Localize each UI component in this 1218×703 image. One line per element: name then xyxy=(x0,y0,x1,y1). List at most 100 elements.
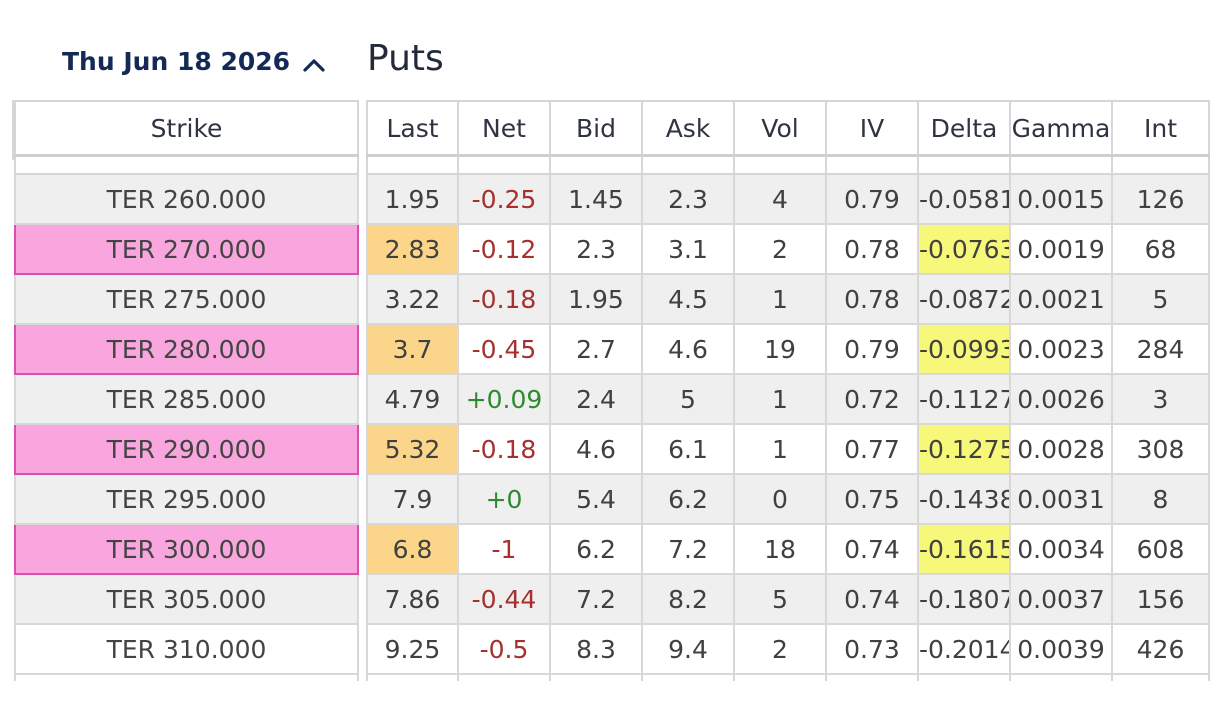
strike-column-header[interactable]: Strike xyxy=(14,100,359,157)
bid-cell[interactable]: 8.3 xyxy=(549,623,643,675)
int-cell[interactable]: 308 xyxy=(1111,423,1210,475)
strike-row[interactable]: TER 295.000 xyxy=(14,473,359,525)
net-cell[interactable]: -0.5 xyxy=(457,623,551,675)
strike-row[interactable]: TER 310.000 xyxy=(14,623,359,675)
strike-row[interactable]: TER 280.000 xyxy=(14,323,359,375)
net-cell[interactable]: -0.44 xyxy=(457,573,551,625)
gamma-cell[interactable]: 0.0034 xyxy=(1009,523,1113,575)
iv-cell[interactable]: 0.72 xyxy=(825,373,919,425)
strike-row[interactable]: TER 285.000 xyxy=(14,373,359,425)
gamma-cell[interactable]: 0.0039 xyxy=(1009,623,1113,675)
strike-cell[interactable]: TER 305.000 xyxy=(14,573,359,625)
vol-cell[interactable]: 4 xyxy=(733,173,827,225)
iv-cell[interactable]: 0.74 xyxy=(825,573,919,625)
last-cell[interactable]: 3.22 xyxy=(366,273,459,325)
vol-cell[interactable]: 2 xyxy=(733,623,827,675)
vol-cell[interactable]: 1 xyxy=(733,273,827,325)
column-header-delta[interactable]: Delta xyxy=(917,100,1011,157)
strike-cell[interactable]: TER 310.000 xyxy=(14,623,359,675)
delta-cell[interactable]: -0.2014 xyxy=(917,623,1011,675)
ask-cell[interactable]: 6.1 xyxy=(641,423,735,475)
ask-cell[interactable]: 3.1 xyxy=(641,223,735,275)
ask-cell[interactable]: 4.5 xyxy=(641,273,735,325)
gamma-cell[interactable]: 0.0026 xyxy=(1009,373,1113,425)
option-row[interactable]: 1.95 -0.25 1.45 2.3 4 0.79 -0.0581 0.0015 126 xyxy=(366,173,1210,225)
strike-cell[interactable]: TER 285.000 xyxy=(14,373,359,425)
vol-cell[interactable]: 18 xyxy=(733,523,827,575)
delta-cell[interactable]: -0.1127 xyxy=(917,373,1011,425)
column-header-last[interactable]: Last xyxy=(366,100,459,157)
net-cell[interactable]: -1 xyxy=(457,523,551,575)
strike-row[interactable]: TER 300.000 xyxy=(14,523,359,575)
int-cell[interactable]: 126 xyxy=(1111,173,1210,225)
gamma-cell[interactable]: 0.0019 xyxy=(1009,223,1113,275)
gamma-cell[interactable]: 0.0023 xyxy=(1009,323,1113,375)
last-cell[interactable]: 7.86 xyxy=(366,573,459,625)
ask-cell[interactable]: 5 xyxy=(641,373,735,425)
last-cell[interactable]: 3.7 xyxy=(366,323,459,375)
bid-cell[interactable]: 2.3 xyxy=(549,223,643,275)
strike-cell[interactable]: TER 280.000 xyxy=(14,323,359,375)
chevron-up-icon[interactable] xyxy=(302,50,326,79)
net-cell[interactable]: -0.18 xyxy=(457,273,551,325)
ask-cell[interactable]: 7.2 xyxy=(641,523,735,575)
iv-cell[interactable]: 0.79 xyxy=(825,173,919,225)
gamma-cell[interactable]: 0.0015 xyxy=(1009,173,1113,225)
bid-cell[interactable]: 2.4 xyxy=(549,373,643,425)
strike-cell[interactable]: TER 290.000 xyxy=(14,423,359,475)
bid-cell[interactable]: 4.6 xyxy=(549,423,643,475)
strike-row[interactable]: TER 290.000 xyxy=(14,423,359,475)
strike-cell[interactable]: TER 275.000 xyxy=(14,273,359,325)
column-header-ask[interactable]: Ask xyxy=(641,100,735,157)
last-cell[interactable]: 6.8 xyxy=(366,523,459,575)
iv-cell[interactable]: 0.74 xyxy=(825,523,919,575)
bid-cell[interactable]: 7.2 xyxy=(549,573,643,625)
delta-cell[interactable]: -0.0581 xyxy=(917,173,1011,225)
bid-cell[interactable]: 1.45 xyxy=(549,173,643,225)
net-cell[interactable]: -0.45 xyxy=(457,323,551,375)
last-cell[interactable]: 7.9 xyxy=(366,473,459,525)
net-cell[interactable]: -0.12 xyxy=(457,223,551,275)
ask-cell[interactable]: 2.3 xyxy=(641,173,735,225)
column-header-bid[interactable]: Bid xyxy=(549,100,643,157)
int-cell[interactable]: 5 xyxy=(1111,273,1210,325)
strike-row[interactable]: TER 305.000 xyxy=(14,573,359,625)
int-cell[interactable]: 68 xyxy=(1111,223,1210,275)
net-cell[interactable]: -0.18 xyxy=(457,423,551,475)
gamma-cell[interactable]: 0.0021 xyxy=(1009,273,1113,325)
delta-cell[interactable]: -0.0763 xyxy=(917,223,1011,275)
delta-cell[interactable]: -0.1438 xyxy=(917,473,1011,525)
delta-cell[interactable]: -0.0993 xyxy=(917,323,1011,375)
delta-cell[interactable]: -0.1807 xyxy=(917,573,1011,625)
iv-cell[interactable]: 0.73 xyxy=(825,623,919,675)
vol-cell[interactable]: 1 xyxy=(733,373,827,425)
int-cell[interactable]: 284 xyxy=(1111,323,1210,375)
vol-cell[interactable]: 5 xyxy=(733,573,827,625)
iv-cell[interactable]: 0.78 xyxy=(825,273,919,325)
ask-cell[interactable]: 6.2 xyxy=(641,473,735,525)
delta-cell[interactable]: -0.1615 xyxy=(917,523,1011,575)
int-cell[interactable]: 3 xyxy=(1111,373,1210,425)
delta-cell[interactable]: -0.1275 xyxy=(917,423,1011,475)
strike-cell[interactable]: TER 260.000 xyxy=(14,173,359,225)
vol-cell[interactable]: 0 xyxy=(733,473,827,525)
gamma-cell[interactable]: 0.0028 xyxy=(1009,423,1113,475)
iv-cell[interactable]: 0.78 xyxy=(825,223,919,275)
column-header-iv[interactable]: IV xyxy=(825,100,919,157)
strike-cell[interactable]: TER 270.000 xyxy=(14,223,359,275)
net-cell[interactable]: +0 xyxy=(457,473,551,525)
iv-cell[interactable]: 0.79 xyxy=(825,323,919,375)
last-cell[interactable]: 1.95 xyxy=(366,173,459,225)
iv-cell[interactable]: 0.77 xyxy=(825,423,919,475)
net-cell[interactable]: +0.09 xyxy=(457,373,551,425)
strike-row[interactable]: TER 260.000 xyxy=(14,173,359,225)
strike-cell[interactable]: TER 295.000 xyxy=(14,473,359,525)
column-header-vol[interactable]: Vol xyxy=(733,100,827,157)
ask-cell[interactable]: 8.2 xyxy=(641,573,735,625)
int-cell[interactable]: 8 xyxy=(1111,473,1210,525)
int-cell[interactable]: 608 xyxy=(1111,523,1210,575)
option-row[interactable]: 9.25 -0.5 8.3 9.4 2 0.73 -0.2014 0.0039 426 xyxy=(366,623,1210,675)
int-cell[interactable]: 156 xyxy=(1111,573,1210,625)
iv-cell[interactable]: 0.75 xyxy=(825,473,919,525)
last-cell[interactable]: 9.25 xyxy=(366,623,459,675)
